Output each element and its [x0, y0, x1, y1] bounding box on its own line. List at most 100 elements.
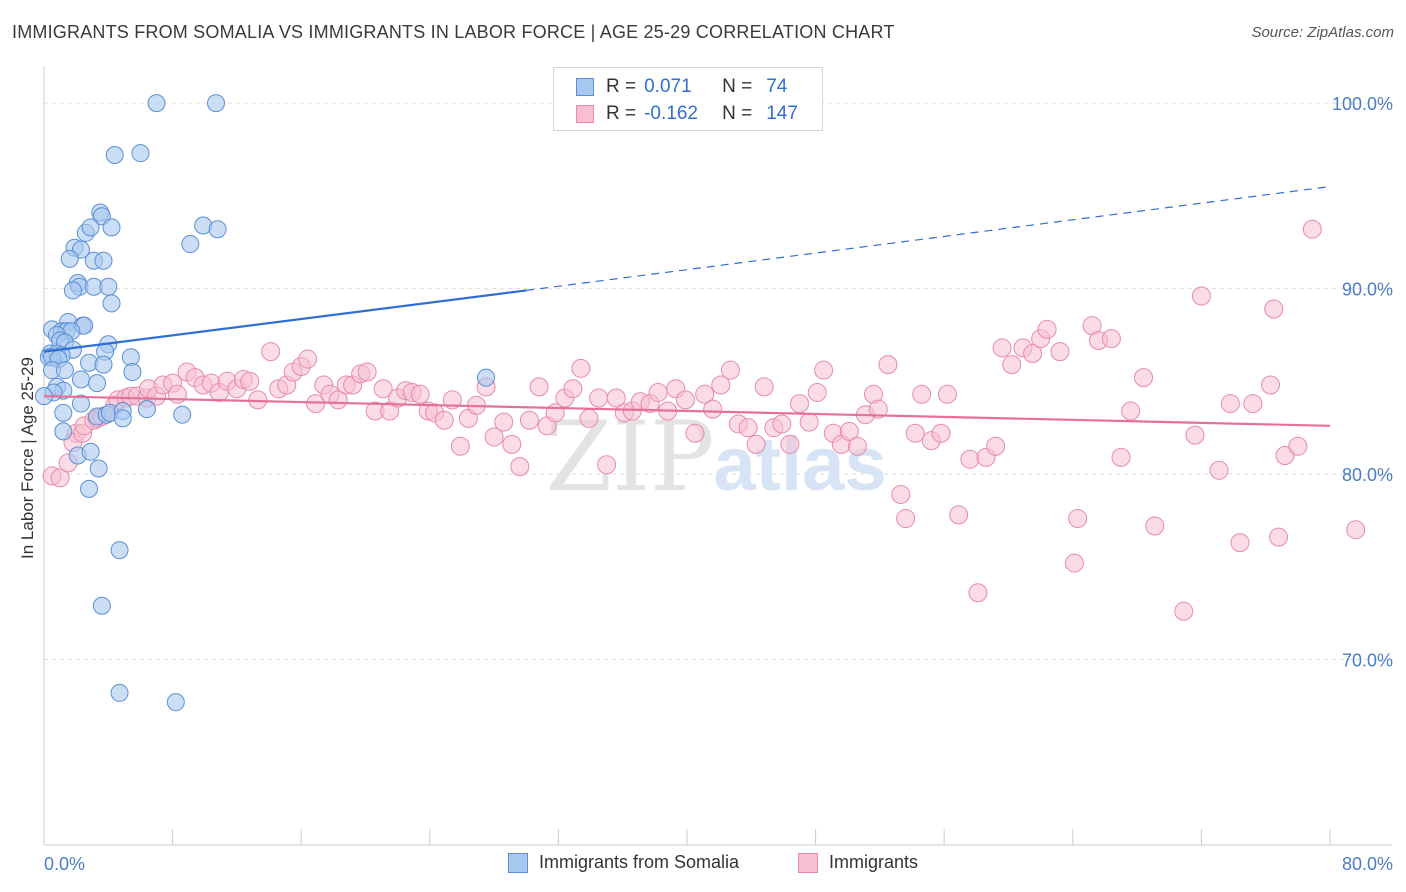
immigrants-point — [510, 457, 530, 477]
immigrants-point — [1111, 447, 1131, 467]
axes — [43, 66, 1392, 846]
somalia-point — [102, 294, 121, 313]
bottom-legend-label-somalia: Immigrants from Somalia — [539, 852, 740, 872]
immigrants-point — [1134, 368, 1154, 388]
immigrants-point — [240, 371, 260, 391]
immigrants-point — [1037, 319, 1057, 339]
y-axis-label: In Labor Force | Age 25-29 — [18, 357, 37, 559]
immigrants-point — [1050, 342, 1070, 362]
somalia-point — [113, 409, 132, 428]
immigrants-point — [839, 421, 859, 441]
immigrants-point — [1220, 394, 1240, 414]
somalia-point — [54, 422, 73, 441]
immigrants-point — [298, 349, 318, 369]
somalia-point — [94, 251, 113, 270]
y-tick-label: 100.0% — [1332, 94, 1393, 114]
y-tick-label: 70.0% — [1342, 651, 1393, 671]
immigrants-point — [738, 418, 758, 438]
immigrants-point — [1261, 375, 1281, 395]
somalia-point — [63, 281, 82, 300]
somalia-point — [55, 361, 74, 380]
legend-swatch-immigrants — [576, 105, 594, 123]
somalia-point — [92, 596, 111, 615]
immigrants-point — [675, 390, 695, 410]
immigrants-point — [50, 468, 70, 488]
immigrants-point — [434, 410, 454, 430]
immigrants-point — [746, 434, 766, 454]
somalia-point — [147, 94, 166, 113]
somalia-point — [54, 403, 73, 422]
immigrants-point — [868, 399, 888, 419]
legend-n-value: 74 — [766, 76, 788, 97]
legend-n-label: N = — [722, 103, 753, 124]
y-tick-label: 80.0% — [1342, 465, 1393, 485]
legend-n-value: 147 — [766, 103, 798, 124]
immigrants-point — [494, 412, 514, 432]
immigrants-point — [579, 408, 599, 428]
somalia-trend-line-extrapolated — [526, 185, 1331, 292]
immigrants-point — [167, 384, 187, 404]
immigrants-point — [780, 434, 800, 454]
legend-r-label: R = — [606, 76, 637, 97]
legend-row-somalia: R = 0.071 N = 74 — [554, 73, 787, 101]
immigrants-point — [1243, 394, 1263, 414]
immigrants-point — [968, 583, 988, 603]
somalia-point — [477, 368, 496, 387]
chart-title: IMMIGRANTS FROM SOMALIA VS IMMIGRANTS IN… — [12, 22, 895, 42]
somalia-trend-line — [43, 289, 527, 353]
somalia-point — [71, 370, 90, 389]
somalia-point — [207, 94, 226, 113]
legend-r-value: 0.071 — [644, 76, 692, 97]
immigrants-point — [328, 390, 348, 410]
bottom-legend-somalia: Immigrants from Somalia — [508, 852, 739, 873]
somalia-point — [71, 394, 90, 413]
immigrants-point — [1288, 436, 1308, 456]
immigrants-point — [502, 434, 522, 454]
somalia-point — [208, 220, 227, 239]
somalia-point — [181, 235, 200, 254]
somalia-point — [89, 459, 108, 478]
x-tick-labels: 0.0% 80.0% — [44, 854, 1393, 874]
legend-swatch-somalia — [576, 78, 594, 96]
immigrants-point — [1023, 343, 1043, 363]
somalia-point — [81, 442, 100, 461]
immigrants-point — [720, 360, 740, 380]
immigrants-point — [597, 455, 617, 475]
immigrants-point — [1002, 355, 1022, 375]
bottom-legend: Immigrants from Somalia Immigrants — [0, 852, 1406, 878]
immigrants-point — [648, 382, 668, 402]
immigrants-point — [571, 358, 591, 378]
immigrants-point — [905, 423, 925, 443]
bottom-legend-swatch-immigrants — [798, 852, 818, 873]
immigrants-point — [799, 412, 819, 432]
immigrants-point — [685, 423, 705, 443]
somalia-point — [121, 348, 140, 367]
immigrants-point — [1064, 553, 1084, 573]
immigrants-point — [1302, 219, 1322, 239]
immigrants-point — [937, 384, 957, 404]
immigrants-point — [442, 390, 462, 410]
somalia-point — [99, 277, 118, 296]
somalia-point — [105, 146, 124, 165]
x-tick-label: 80.0% — [1342, 854, 1393, 874]
source-label: Source: ZipAtlas.com — [1251, 24, 1394, 41]
somalia-point — [110, 683, 129, 702]
immigrants-point — [960, 449, 980, 469]
immigrants-point — [1264, 299, 1284, 319]
immigrants-point — [1068, 509, 1088, 529]
immigrants-point — [847, 436, 867, 456]
immigrants-point — [519, 410, 539, 430]
trend-lines — [43, 185, 1331, 427]
legend-n-label: N = — [722, 76, 753, 97]
immigrants-point — [1174, 601, 1194, 621]
immigrants-point — [754, 377, 774, 397]
y-tick-labels: 70.0% 80.0% 90.0% 100.0% — [1332, 94, 1393, 670]
immigrants-trend-line — [43, 395, 1331, 427]
immigrants-point — [891, 484, 911, 504]
immigrants-point — [606, 388, 626, 408]
immigrants-point — [695, 384, 715, 404]
somalia-point — [80, 479, 99, 498]
immigrants-point — [1185, 425, 1205, 445]
bottom-legend-swatch-somalia — [508, 852, 528, 873]
immigrants-point — [450, 436, 470, 456]
